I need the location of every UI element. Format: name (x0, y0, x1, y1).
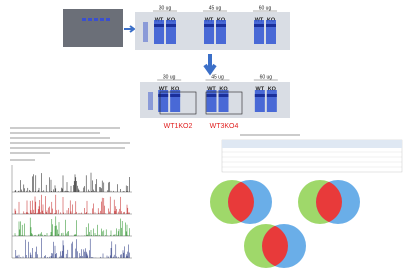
table-header (222, 140, 402, 148)
band (166, 20, 176, 44)
band (218, 94, 229, 97)
wk: KO (171, 86, 180, 92)
venn-overlap (316, 180, 342, 224)
arrow (203, 54, 217, 76)
small-gel (63, 9, 123, 47)
wk: WT (207, 86, 216, 92)
band (82, 18, 86, 21)
spectrum (15, 238, 130, 258)
band (254, 90, 265, 112)
box (205, 91, 243, 115)
wk: WT (256, 86, 265, 92)
lane-label: 30 ug (163, 74, 176, 80)
band (158, 94, 169, 97)
band (254, 24, 264, 27)
band (204, 24, 214, 27)
lane-label: 30 ug (159, 5, 172, 11)
band (216, 24, 226, 27)
pair-label: WT1KO2 (164, 123, 193, 130)
pair-label: WT3KO4 (210, 123, 239, 130)
lane-label: 60 ug (260, 74, 273, 80)
wk: KO (219, 86, 228, 92)
band (266, 24, 276, 27)
spectrum (14, 172, 130, 192)
spectrum (14, 216, 130, 236)
band (204, 20, 214, 44)
band (254, 20, 264, 44)
band (266, 90, 277, 112)
band (206, 94, 217, 97)
venn-overlap (262, 224, 288, 268)
band (266, 20, 276, 44)
wk: KO (268, 86, 277, 92)
venn (210, 180, 360, 268)
lane-label: 45 ug (211, 74, 224, 80)
band (154, 20, 164, 44)
band (218, 90, 229, 112)
lane-label: 60 ug (259, 5, 272, 11)
band (100, 18, 104, 21)
lane-label: 45 ug (209, 5, 222, 11)
band (170, 90, 181, 112)
band (88, 18, 92, 21)
marker (148, 92, 153, 110)
band (206, 90, 217, 112)
band (154, 24, 164, 27)
box (159, 91, 197, 115)
text-block (10, 127, 300, 161)
spectrum (14, 194, 130, 214)
band (266, 94, 277, 97)
band (170, 94, 181, 97)
band (158, 90, 169, 112)
band (254, 94, 265, 97)
band (216, 20, 226, 44)
spectra (11, 165, 132, 259)
marker (143, 22, 148, 42)
band (106, 18, 110, 21)
arrow (124, 25, 136, 33)
band (166, 24, 176, 27)
wk: WT (159, 86, 168, 92)
venn-overlap (228, 180, 254, 224)
band (94, 18, 98, 21)
